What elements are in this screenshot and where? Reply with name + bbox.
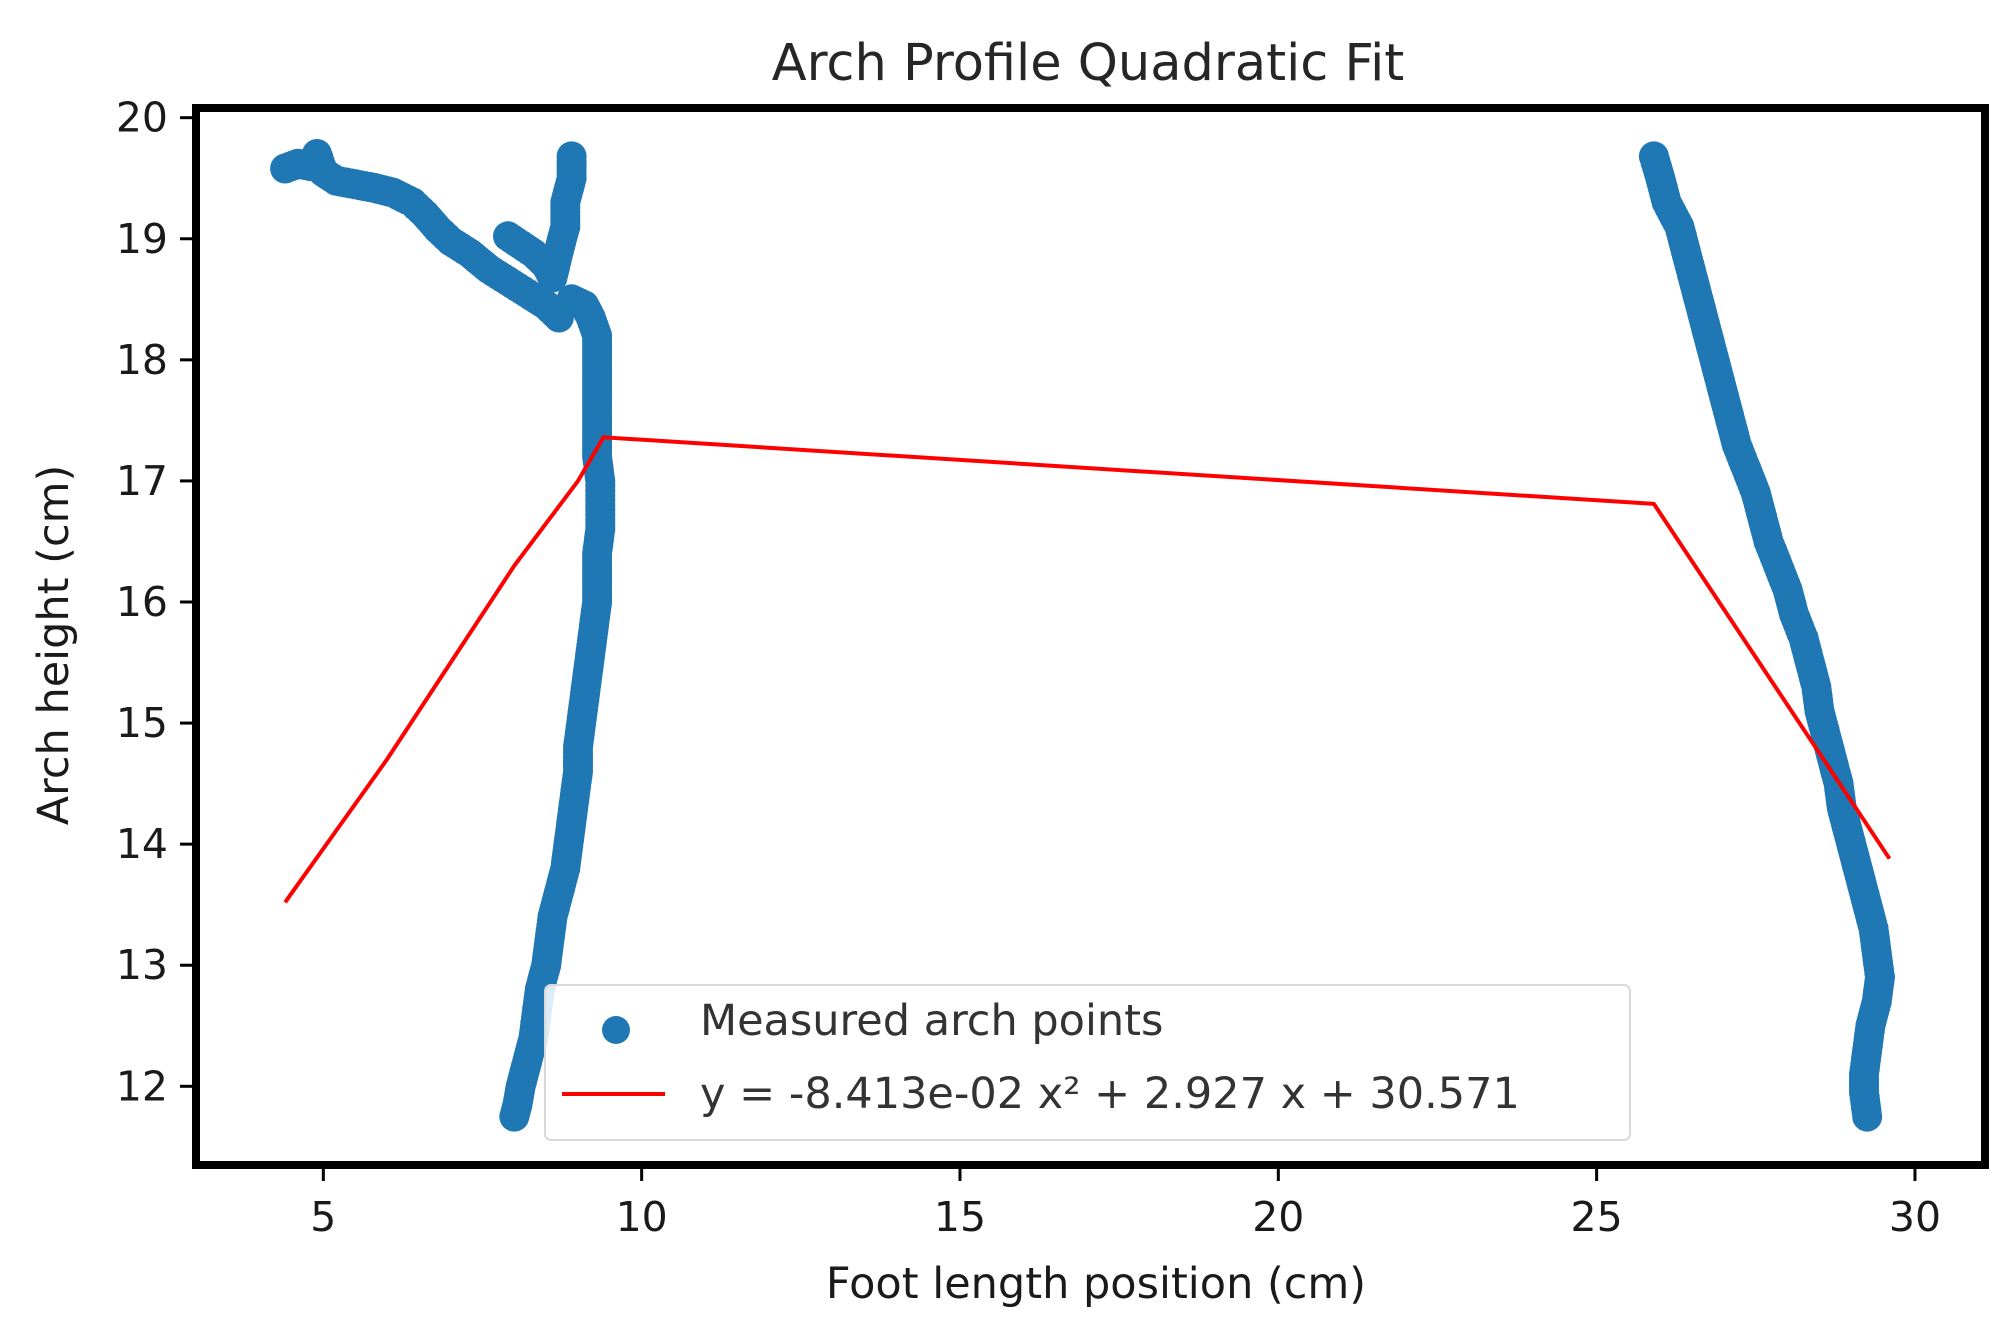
y-tick-label: 18 (116, 336, 168, 384)
legend-scatter-marker (602, 1016, 630, 1044)
legend-label-points: Measured arch points (700, 996, 1163, 1046)
scatter-point (1852, 1101, 1883, 1132)
scatter-series (270, 139, 1895, 1132)
y-tick-label: 19 (116, 215, 168, 263)
fit-line (283, 435, 1892, 904)
x-tick-label: 10 (616, 1193, 668, 1241)
y-axis: 12 13 14 15 16 17 18 19 20 (116, 94, 192, 1110)
y-axis-title: Arch height (cm) (29, 465, 79, 826)
y-tick-label: 12 (116, 1062, 168, 1110)
y-tick-label: 14 (116, 820, 168, 868)
x-tick-label: 15 (934, 1193, 986, 1241)
legend-label-fit: y = -8.413e-02 x² + 2.927 x + 30.571 (700, 1069, 1520, 1119)
x-axis: 5 10 15 20 25 30 (310, 1169, 1941, 1241)
x-axis-title: Foot length position (cm) (826, 1259, 1366, 1309)
y-tick-label: 20 (116, 94, 168, 142)
legend: Measured arch points y = -8.413e-02 x² +… (544, 984, 1631, 1141)
legend-box (544, 984, 1631, 1141)
plot-frame (192, 104, 1989, 1169)
y-tick-label: 17 (116, 457, 168, 505)
scatter-point (556, 141, 587, 172)
x-tick-label: 5 (310, 1193, 336, 1241)
y-tick-label: 16 (116, 578, 168, 626)
x-tick-label: 30 (1889, 1193, 1941, 1241)
y-tick-label: 13 (116, 941, 168, 989)
y-tick-label: 15 (116, 699, 168, 747)
x-tick-label: 25 (1571, 1193, 1623, 1241)
chart-title: Arch Profile Quadratic Fit (772, 34, 1405, 93)
scatter-point (499, 1101, 530, 1132)
plot-area (192, 104, 1989, 1169)
x-tick-label: 20 (1252, 1193, 1304, 1241)
